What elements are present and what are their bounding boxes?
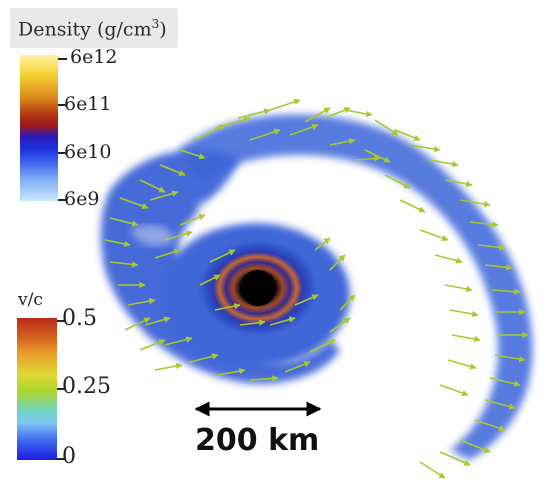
- velocity-arrow: [239, 319, 266, 326]
- velocity-arrow: [139, 339, 166, 351]
- velocity-arrow: [329, 254, 346, 271]
- density-title-close: ): [159, 18, 167, 41]
- velocity-arrow: [154, 362, 183, 371]
- velocity-colorbar-title: v/c: [18, 290, 43, 310]
- density-colorbar: [20, 55, 58, 201]
- velocity-arrow: [309, 339, 336, 353]
- velocity-tick-label: 0.5: [62, 306, 97, 331]
- velocity-arrow: [214, 302, 241, 311]
- density-title-exponent: 3: [151, 17, 160, 31]
- velocity-arrow: [459, 439, 491, 453]
- velocity-arrow: [194, 124, 226, 141]
- velocity-tick-label: 0.25: [62, 374, 111, 399]
- velocity-arrow: [339, 294, 356, 311]
- velocity-arrow: [439, 451, 471, 466]
- velocity-arrow: [149, 190, 179, 201]
- velocity-arrow: [447, 359, 477, 370]
- velocity-arrow: [164, 336, 193, 346]
- velocity-arrow: [199, 274, 221, 286]
- velocity-arrow: [284, 361, 311, 373]
- velocity-arrow: [394, 129, 421, 141]
- density-tick: [58, 58, 67, 60]
- velocity-arrow: [484, 264, 513, 271]
- inner-spiral-arm: [100, 150, 340, 384]
- velocity-arrow: [209, 249, 236, 263]
- velocity-arrow: [144, 316, 171, 326]
- velocity-arrow: [449, 309, 479, 318]
- velocity-arrow: [474, 419, 506, 432]
- density-tick: [58, 152, 67, 154]
- velocity-arrow: [489, 377, 521, 387]
- velocity-tick: [57, 320, 66, 322]
- velocity-arrow: [179, 149, 206, 160]
- velocity-arrow: [159, 164, 186, 176]
- velocity-arrow: [249, 375, 279, 382]
- velocity-colorbar: [17, 318, 57, 460]
- velocity-arrow: [477, 244, 506, 251]
- velocity-arrow: [217, 367, 246, 376]
- velocity-arrow: [104, 239, 131, 248]
- density-tick: [58, 104, 67, 106]
- velocity-arrow: [189, 353, 219, 363]
- velocity-arrow: [214, 116, 251, 129]
- velocity-arrow: [491, 288, 521, 295]
- velocity-arrow: [419, 229, 449, 242]
- velocity-tick: [57, 458, 66, 460]
- scale-bar-label: 200 km: [195, 423, 320, 458]
- velocity-arrow: [304, 107, 331, 123]
- velocity-arrow: [444, 179, 473, 188]
- velocity-arrow: [109, 217, 139, 227]
- velocity-arrow: [409, 144, 441, 153]
- velocity-arrow: [439, 384, 469, 397]
- outer-spiral-arm: [178, 114, 533, 460]
- density-tick-label: 6e12: [70, 46, 118, 68]
- density-tick: [58, 199, 67, 201]
- velocity-arrow: [459, 199, 491, 208]
- velocity-arrows: [104, 98, 529, 479]
- velocity-arrow: [249, 128, 281, 141]
- velocity-arrow: [434, 254, 463, 264]
- wisp: [130, 224, 175, 246]
- black-hole: [240, 270, 276, 306]
- velocity-arrow: [451, 334, 481, 343]
- velocity-arrow: [419, 461, 446, 479]
- velocity-tick-label: 0: [62, 444, 76, 469]
- velocity-arrow: [164, 230, 193, 241]
- wisp: [195, 195, 320, 225]
- velocity-arrow: [374, 119, 399, 136]
- density-title-text: Density (g/cm: [18, 18, 152, 41]
- velocity-arrow: [384, 174, 411, 189]
- velocity-arrow: [119, 197, 149, 210]
- density-tick-label: 6e11: [64, 93, 112, 115]
- velocity-arrow: [329, 317, 351, 333]
- velocity-arrow: [469, 221, 499, 228]
- velocity-arrow: [484, 399, 516, 410]
- velocity-arrow: [494, 354, 526, 363]
- velocity-arrow: [289, 123, 319, 136]
- density-colorbar-title: Density (g/cm3): [10, 8, 178, 48]
- velocity-arrow: [294, 294, 319, 306]
- velocity-arrow: [269, 316, 296, 326]
- velocity-arrow: [154, 248, 181, 259]
- density-tick-label: 6e9: [64, 188, 100, 210]
- velocity-tick: [57, 388, 66, 390]
- velocity-arrow: [127, 297, 156, 306]
- velocity-arrow: [314, 237, 331, 251]
- velocity-arrow: [269, 98, 301, 111]
- density-tick-label: 6e10: [64, 141, 112, 163]
- velocity-arrow: [354, 155, 381, 162]
- velocity-arrow: [344, 109, 373, 118]
- velocity-arrow: [124, 317, 151, 331]
- velocity-arrow: [139, 179, 166, 193]
- velocity-arrow: [237, 108, 271, 119]
- velocity-arrow: [179, 214, 206, 226]
- velocity-arrow: [109, 261, 139, 268]
- velocity-arrow: [444, 284, 473, 293]
- velocity-arrow: [329, 137, 356, 146]
- velocity-arrow: [429, 159, 459, 168]
- velocity-arrow: [399, 199, 426, 213]
